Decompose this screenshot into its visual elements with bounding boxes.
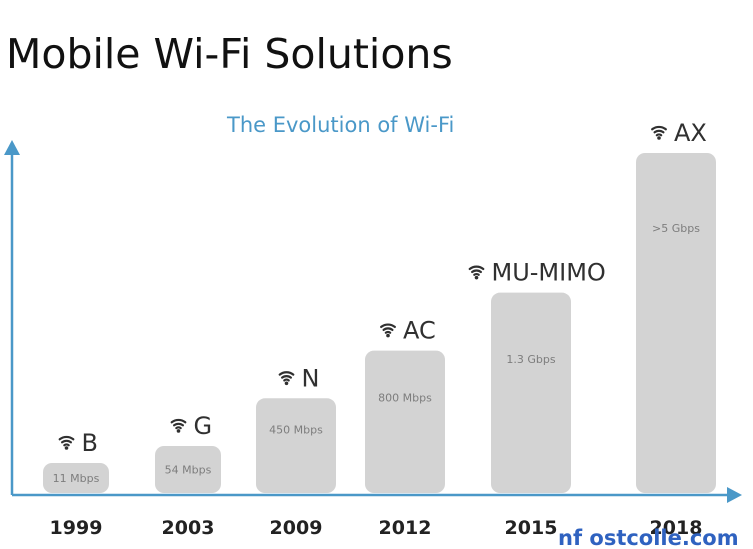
wifi-arc bbox=[651, 125, 667, 131]
wifi-arc bbox=[173, 422, 184, 427]
year-label: 2015 bbox=[505, 517, 558, 539]
wifi-arc bbox=[175, 426, 182, 430]
x-axis-arrowhead bbox=[727, 487, 742, 503]
wifi-dot bbox=[176, 429, 181, 433]
wifi-arc bbox=[468, 265, 485, 271]
wifi-dot bbox=[284, 381, 289, 386]
bar-category-label: B bbox=[82, 429, 98, 457]
year-label: 2009 bbox=[270, 517, 323, 539]
wifi-arc bbox=[471, 269, 482, 274]
bar-group-ax: >5 Gbps AX 2018 bbox=[636, 119, 716, 539]
bar bbox=[365, 350, 445, 493]
year-label: 2018 bbox=[650, 517, 703, 539]
wifi-arc bbox=[278, 371, 295, 376]
bar-category-label: G bbox=[194, 412, 213, 440]
wifi-arc bbox=[380, 323, 396, 328]
bar-category-label: AX bbox=[674, 119, 707, 147]
wifi-arc bbox=[58, 435, 75, 441]
bar bbox=[636, 153, 716, 493]
bar-value-label: 450 Mbps bbox=[269, 424, 323, 437]
bar-group-ac: 800 Mbps AC 2012 bbox=[365, 317, 445, 539]
wifi-icon bbox=[651, 125, 667, 140]
wifi-arc bbox=[655, 133, 663, 137]
wifi-icon bbox=[468, 265, 485, 280]
bars-group: 11 Mbps B 1999 54 Mbps G 2003 450 Mbps N 2009 800… bbox=[43, 119, 716, 539]
watermark-text: nf ostcolle.com bbox=[558, 526, 739, 549]
bar-category-label: N bbox=[302, 364, 320, 392]
wifi-arc bbox=[281, 375, 292, 379]
bar-value-label: 1.3 Gbps bbox=[506, 353, 555, 366]
wifi-dot bbox=[474, 275, 479, 280]
year-label: 1999 bbox=[50, 517, 103, 539]
chart-subtitle: The Evolution of Wi-Fi bbox=[226, 113, 454, 137]
wifi-arc bbox=[63, 443, 70, 447]
wifi-arc bbox=[384, 330, 392, 334]
wifi-dot bbox=[64, 446, 69, 450]
y-axis-arrowhead bbox=[4, 140, 20, 155]
bar bbox=[256, 398, 336, 493]
bar-group-b: 11 Mbps B 1999 bbox=[43, 429, 109, 539]
wifi-icon bbox=[278, 371, 295, 386]
bar-value-label: 54 Mbps bbox=[165, 463, 212, 476]
wifi-dot bbox=[657, 136, 661, 140]
year-label: 2012 bbox=[379, 517, 432, 539]
wifi-arc bbox=[170, 418, 187, 424]
wifi-arc bbox=[473, 272, 480, 276]
wifi-arc bbox=[61, 439, 72, 444]
bar-category-label: MU-MIMO bbox=[492, 259, 606, 287]
bar-value-label: >5 Gbps bbox=[652, 222, 700, 235]
wifi-arc bbox=[382, 327, 394, 331]
bar-group-n: 450 Mbps N 2009 bbox=[256, 364, 336, 539]
bar-group-g: 54 Mbps G 2003 bbox=[155, 412, 221, 539]
page-title: Mobile Wi-Fi Solutions bbox=[6, 30, 453, 78]
bar-category-label: AC bbox=[403, 317, 436, 345]
bar-value-label: 800 Mbps bbox=[378, 392, 432, 405]
bar-group-mu-mimo: 1.3 Gbps MU-MIMO 2015 bbox=[468, 259, 606, 539]
bar bbox=[491, 292, 571, 493]
wifi-arc bbox=[283, 378, 290, 382]
wifi-dot bbox=[386, 333, 390, 338]
wifi-icon bbox=[380, 323, 396, 338]
bar bbox=[43, 463, 109, 493]
wifi-icon bbox=[58, 435, 75, 450]
bar bbox=[155, 445, 221, 493]
wifi-arc bbox=[653, 129, 665, 134]
chart-axes bbox=[4, 140, 742, 503]
wifi-icon bbox=[170, 418, 187, 433]
year-label: 2003 bbox=[162, 517, 215, 539]
bar-value-label: 11 Mbps bbox=[53, 472, 100, 485]
